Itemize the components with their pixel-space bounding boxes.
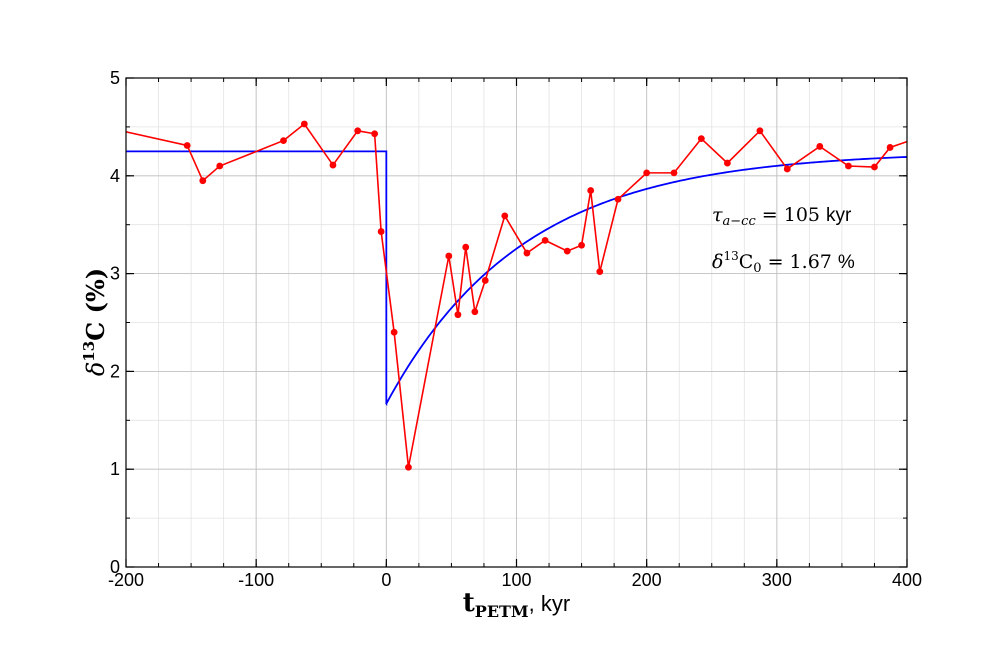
- y-tick-label: 2: [110, 361, 120, 381]
- data-point-red: [280, 137, 287, 144]
- major-grid: [125, 77, 908, 568]
- data-point-red: [816, 143, 824, 150]
- x-axis-title: tPETM, kyr: [463, 588, 570, 621]
- annotation-tau: τa−cc = 105 kyr: [712, 204, 852, 229]
- x-tick-label: -100: [238, 570, 274, 590]
- data-point-red: [454, 311, 462, 319]
- data-point-red: [756, 127, 764, 135]
- data-point-red: [643, 169, 651, 177]
- y-axis-title-sup: 13: [80, 341, 98, 362]
- x-tick-label: 400: [892, 570, 922, 590]
- data-point-red: [183, 142, 191, 149]
- data-point-red: [587, 187, 595, 194]
- model-curve-blue: [126, 150, 908, 407]
- y-tick-label: 0: [110, 557, 120, 577]
- series-layer: [125, 120, 908, 471]
- data-point-red: [390, 328, 398, 336]
- data-point-red: [371, 130, 379, 138]
- data-point-red: [723, 159, 731, 167]
- data-point-red: [596, 268, 604, 276]
- annotation-tau-symbol: τ: [712, 204, 723, 226]
- data-point-red: [614, 195, 622, 203]
- data-point-red: [670, 169, 678, 177]
- annotation-delta0: δ13C0 = 1.67 %: [712, 249, 855, 276]
- data-point-red: [377, 228, 385, 235]
- data-point-red: [329, 161, 337, 169]
- x-tick-label: -200: [108, 570, 144, 590]
- data-point-red: [523, 249, 531, 257]
- data-point-red: [871, 163, 878, 171]
- y-tick-label: 3: [110, 264, 120, 284]
- x-tick-label: 200: [632, 570, 662, 590]
- x-tick-label: 100: [501, 570, 531, 590]
- data-point-red: [199, 177, 207, 185]
- data-point-red: [563, 247, 571, 255]
- data-point-red: [405, 463, 412, 471]
- annotation-delta0-sup: 13: [723, 249, 738, 263]
- x-tick-label: 0: [381, 570, 391, 590]
- y-axis-title-delta: δ: [82, 362, 110, 376]
- y-tick-label: 1: [110, 459, 120, 479]
- data-point-red: [578, 241, 585, 249]
- y-tick-label: 4: [110, 166, 120, 186]
- data-point-red: [783, 165, 791, 173]
- data-point-red: [354, 127, 362, 135]
- y-axis-title-main: C (%): [81, 268, 110, 341]
- annotation-tau-sub: a−cc: [723, 214, 757, 229]
- data-point-red: [216, 162, 224, 170]
- annotation-delta0-main: C: [739, 251, 754, 273]
- annotation-delta0-value: = 1.67: [762, 251, 838, 273]
- x-tick-label: 300: [762, 570, 792, 590]
- data-point-red: [481, 277, 489, 284]
- data-point-red: [845, 162, 852, 170]
- tick-labels: -200 -100 0 100 200 300 400 0 1 2 3 4 5: [108, 68, 922, 590]
- plot-frame: [125, 77, 908, 568]
- x-axis-title-rest: , kyr: [529, 591, 571, 616]
- annotation-tau-value: = 105: [756, 204, 826, 226]
- data-line-red: [125, 122, 908, 468]
- data-point-red: [886, 144, 894, 151]
- x-axis-title-sub: PETM: [475, 602, 529, 621]
- annotation-delta0-sub: 0: [753, 261, 761, 276]
- data-point-red: [445, 252, 453, 260]
- data-point-red: [471, 308, 479, 316]
- data-point-red: [300, 120, 308, 128]
- y-axis-title: δ13C (%): [80, 268, 110, 376]
- data-point-red: [501, 212, 509, 220]
- annotation-delta0-unit: %: [838, 252, 855, 273]
- data-point-red: [462, 243, 470, 251]
- annotation-delta0-symbol: δ: [712, 251, 723, 273]
- data-point-red: [697, 135, 705, 143]
- annotation-tau-unit: kyr: [826, 205, 852, 226]
- y-tick-label: 5: [110, 68, 120, 88]
- x-axis-title-main: t: [463, 588, 475, 618]
- data-point-red: [541, 236, 549, 244]
